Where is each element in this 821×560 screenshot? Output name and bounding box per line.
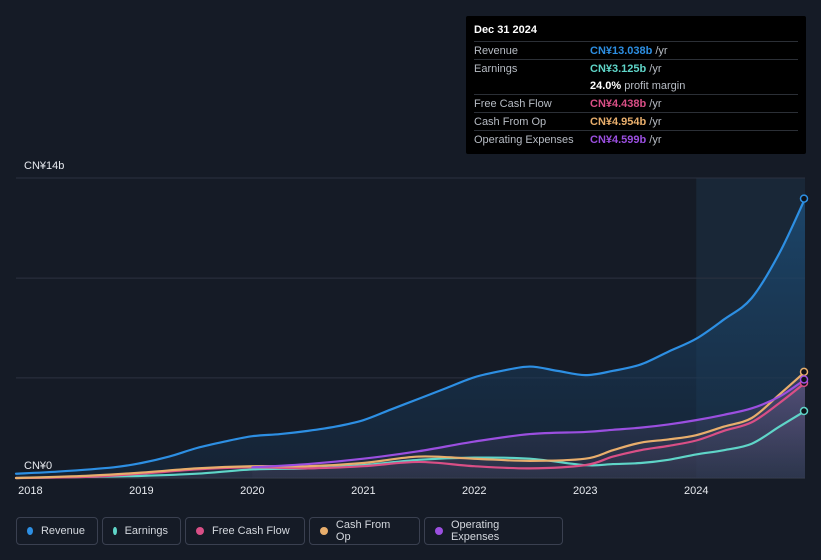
tooltip-row-unit: /yr [649,97,662,110]
x-tick-label: 2021 [351,485,376,497]
legend-dot-icon [196,527,204,535]
legend-item-cash-from-op[interactable]: Cash From Op [309,517,420,545]
x-tick-label: 2018 [18,485,43,497]
tooltip-row-value: CN¥13.038b [590,44,653,57]
tooltip-row: Operating Expenses CN¥4.599b/yr [474,130,798,148]
tooltip-row-label: Free Cash Flow [474,97,552,110]
legend-dot-icon [435,527,443,535]
legend-dot-icon [113,527,117,535]
x-tick-label: 2024 [683,485,709,497]
legend-item-free-cash-flow[interactable]: Free Cash Flow [185,517,305,545]
tooltip-row-value: CN¥4.599b [590,133,647,146]
y-axis-bottom-label: CN¥0 [24,460,53,472]
earnings-end-point [799,406,809,416]
tooltip-row: Cash From Op CN¥4.954b/yr [474,112,798,130]
opex-area [252,379,806,478]
x-tick-label: 2022 [462,485,487,497]
legend-label: Cash From Op [335,519,391,543]
revenue-end-point [799,194,809,203]
opex-line [251,378,807,469]
x-tick-label: 2023 [573,485,598,497]
tooltip-date: Dec 31 2024 [474,24,537,36]
legend-label: Free Cash Flow [212,525,290,537]
legend-item-revenue[interactable]: Revenue [16,517,98,545]
tooltip-row: Earnings CN¥3.125b/yr [474,59,798,77]
tooltip-row: Free Cash Flow CN¥4.438b/yr [474,94,798,112]
tooltip-row-label: Revenue [474,44,519,57]
revenue-area [16,198,805,478]
cfo-end-point [799,367,809,377]
legend-item-operating-expenses[interactable]: Operating Expenses [424,517,563,545]
tooltip-row-unit: /yr [649,62,662,75]
tooltip-row-label: Cash From Op [474,115,547,128]
tooltip-row-value: CN¥3.125b [590,62,647,75]
tooltip-row-unit: /yr [655,44,668,57]
revenue-line [14,197,807,475]
tooltip-panel: Dec 31 2024 Revenue CN¥13.038b/yr Earnings… [466,16,806,154]
earnings-line [14,409,807,480]
tooltip-row-value: 24.0% [590,79,622,92]
y-axis-top-label: CN¥14b [24,160,65,172]
legend-label: Operating Expenses [450,519,500,543]
tooltip-row-label: Earnings [474,62,518,75]
legend-label: Revenue [40,525,85,537]
tooltip-row-value: CN¥4.438b [590,97,647,110]
tooltip-row: 24.0% profit margin [474,77,798,94]
tooltip-row-label: Operating Expenses [474,133,574,146]
legend-label: Earnings [124,525,168,537]
cfo-line [14,370,807,480]
x-tick-label: 2019 [129,485,154,497]
opex-end-point [799,375,809,384]
x-tick-label: 2020 [240,485,265,497]
legend-item-earnings[interactable]: Earnings [102,517,181,545]
legend-dot-icon [320,527,328,535]
tooltip-row-value: CN¥4.954b [590,115,647,128]
tooltip-row-unit: /yr [649,115,662,128]
legend-dot-icon [27,527,33,535]
tooltip-row-unit: /yr [649,133,662,146]
tooltip-row: Revenue CN¥13.038b/yr [474,41,798,59]
tooltip-row-unit: profit margin [624,79,686,92]
